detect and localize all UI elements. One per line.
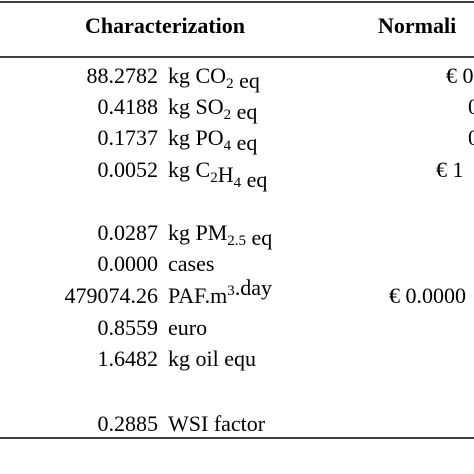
- unit-subscript: 4: [234, 175, 242, 191]
- unit-text: H: [218, 162, 234, 187]
- unit-cell: euro: [168, 315, 207, 340]
- normalization-cell: 0: [468, 125, 474, 150]
- unit-cell: kg PM2.5 eq: [168, 220, 272, 250]
- unit-text: kg C: [168, 157, 210, 182]
- unit-text: eq: [231, 99, 257, 124]
- value-cell: 88.2782: [87, 63, 159, 88]
- value-cell: 0.0052: [98, 157, 159, 182]
- unit-subscript: 2: [226, 76, 234, 92]
- normalization-cell: € 0: [446, 63, 474, 88]
- normalization-cell: € 1: [436, 157, 464, 182]
- unit-cell: WSI factor: [168, 411, 266, 436]
- unit-cell: kg CO2 eq: [168, 63, 260, 93]
- unit-cell: PAF.m3.day: [168, 275, 272, 308]
- unit-superscript: 3: [227, 283, 235, 299]
- unit-text: kg CO: [168, 63, 226, 88]
- unit-text: PAF.m: [168, 283, 227, 308]
- unit-text: kg PO: [168, 125, 224, 150]
- value-cell: 479074.26: [65, 283, 159, 308]
- unit-cell: cases: [168, 251, 214, 276]
- unit-text: kg oil equ: [168, 346, 256, 371]
- unit-text: eq: [231, 130, 257, 155]
- value-cell: 0.8559: [98, 315, 159, 340]
- unit-subscript: 2: [224, 107, 232, 123]
- unit-cell: kg oil equ: [168, 346, 256, 371]
- unit-cell: kg SO2 eq: [168, 94, 257, 124]
- unit-text: eq: [241, 167, 267, 192]
- normalization-cell: 0: [468, 94, 474, 119]
- header-cell: Normali: [378, 13, 456, 38]
- unit-subscript: 2.5: [227, 233, 246, 249]
- unit-subscript: 4: [224, 138, 232, 154]
- value-cell: 0.0000: [98, 251, 159, 276]
- unit-text: WSI factor: [168, 411, 266, 436]
- unit-text: kg PM: [168, 220, 227, 245]
- normalization-cell: € 0.0000: [389, 283, 466, 308]
- value-cell: 1.6482: [98, 346, 159, 371]
- unit-text: .day: [235, 275, 272, 300]
- unit-text: kg SO: [168, 94, 224, 119]
- unit-cell: kg C2H4 eq: [168, 157, 267, 192]
- value-cell: 0.4188: [98, 94, 159, 119]
- value-cell: 0.0287: [98, 220, 159, 245]
- unit-text: eq: [234, 68, 260, 93]
- header-cell: Characterization: [85, 13, 245, 38]
- unit-text: eq: [246, 225, 272, 250]
- unit-subscript: 2: [210, 170, 218, 186]
- unit-cell: kg PO4 eq: [168, 125, 257, 155]
- unit-text: euro: [168, 315, 207, 340]
- value-cell: 0.1737: [98, 125, 159, 150]
- unit-text: cases: [168, 251, 214, 276]
- value-cell: 0.2885: [98, 411, 159, 436]
